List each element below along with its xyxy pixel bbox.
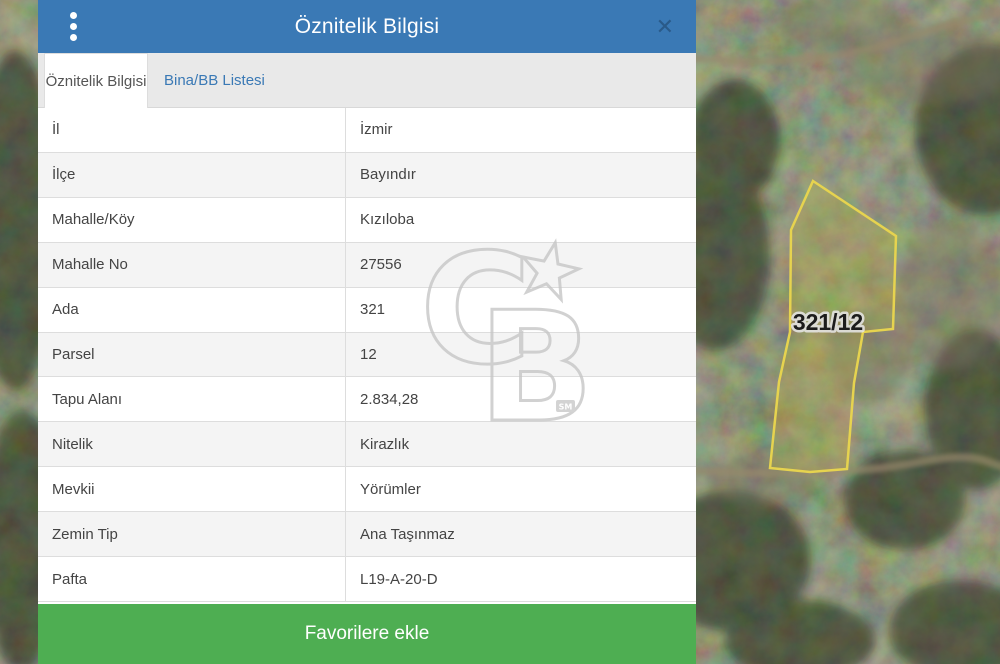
tab-oznitelik-bilgisi[interactable]: Öznitelik Bilgisi (44, 53, 148, 108)
panel-header: Öznitelik Bilgisi ✕ (38, 0, 696, 53)
row-value: 27556 (360, 256, 402, 274)
parcel-polygon-321-12[interactable] (768, 179, 898, 474)
row-value: Bayındır (360, 166, 416, 184)
table-row: Mahalle No 27556 (38, 242, 696, 288)
tab-bina-bb-listesi[interactable]: Bina/BB Listesi (164, 71, 265, 89)
row-label: İlçe (38, 152, 346, 197)
row-value: İzmir (360, 121, 393, 139)
dirt-roads (689, 8, 1000, 478)
row-value: Kızıloba (360, 211, 415, 229)
attribute-table: İl İzmir İlçe Bayındır Mahalle/Köy Kızıloba Ma… (38, 108, 696, 602)
row-value: Kirazlık (360, 435, 410, 453)
row-label: Ada (38, 287, 346, 332)
row-value: 321 (360, 301, 386, 319)
kebab-menu-icon[interactable] (64, 0, 83, 53)
table-row: Zemin Tip Ana Taşınmaz (38, 512, 696, 558)
panel-title: Öznitelik Bilgisi (294, 14, 440, 38)
row-label: Mahalle No (38, 242, 346, 287)
row-value: Ana Taşınmaz (360, 525, 455, 543)
table-row: Mahalle/Köy Kızıloba (38, 197, 696, 243)
add-to-favorites-button[interactable]: Favorilere ekle (38, 604, 696, 664)
parcel-label: 321/12 (793, 309, 863, 335)
attribute-info-panel: Öznitelik Bilgisi ✕ Öznitelik Bilgisi Bi… (38, 0, 696, 664)
table-row: İl İzmir (38, 108, 696, 153)
row-label: Pafta (38, 557, 346, 601)
row-label: Mevkii (38, 467, 346, 512)
table-row: İlçe Bayındır (38, 152, 696, 198)
row-value: L19-A-20-D (360, 570, 438, 588)
table-row: Ada 321 (38, 287, 696, 333)
row-label: Zemin Tip (38, 512, 346, 557)
row-value: Yörümler (360, 480, 421, 498)
row-label: Nitelik (38, 422, 346, 467)
row-value: 2.834,28 (360, 390, 419, 408)
row-value: 12 (360, 345, 377, 363)
close-icon[interactable]: ✕ (655, 13, 674, 39)
table-row: Pafta L19-A-20-D (38, 557, 696, 602)
table-row: Parsel 12 (38, 332, 696, 378)
row-label: Tapu Alanı (38, 377, 346, 422)
row-label: Mahalle/Köy (38, 197, 346, 242)
table-row: Nitelik Kirazlık (38, 422, 696, 468)
table-row: Tapu Alanı 2.834,28 (38, 377, 696, 423)
row-label: Parsel (38, 332, 346, 377)
row-label: İl (38, 108, 346, 152)
table-row: Mevkii Yörümler (38, 467, 696, 513)
parcel-label-halo: 321/12 (793, 309, 863, 335)
tab-bar: Öznitelik Bilgisi Bina/BB Listesi (38, 53, 696, 108)
